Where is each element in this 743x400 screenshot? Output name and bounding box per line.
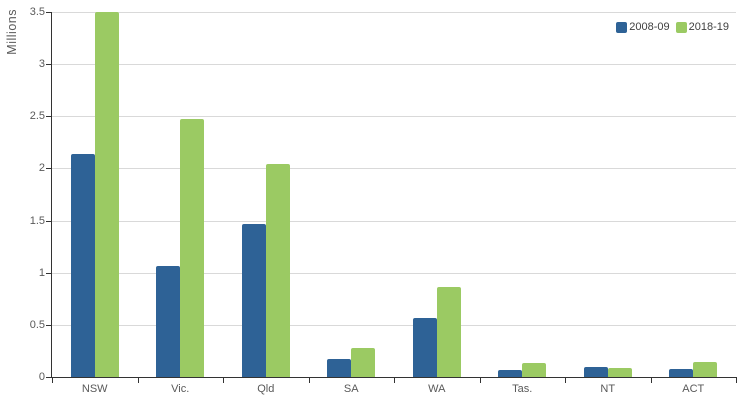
y-axis-tick xyxy=(46,220,51,222)
x-category-label: Vic. xyxy=(171,383,190,395)
y-tick-label: 3 xyxy=(38,58,45,71)
y-tick-label: 1 xyxy=(38,266,45,279)
y-tick-label: 0 xyxy=(38,371,45,383)
bar-2008-09-Vic. xyxy=(156,266,181,377)
gridline xyxy=(52,12,736,13)
legend-item-2008-09: 2008-09 xyxy=(616,21,670,33)
y-tick-label: 2 xyxy=(38,162,45,175)
x-category-label: WA xyxy=(428,383,446,395)
x-axis-tick xyxy=(52,378,53,383)
gridline xyxy=(52,168,736,170)
gridline xyxy=(52,324,736,326)
x-category-label: SA xyxy=(343,383,359,395)
legend-swatch-2008-09 xyxy=(616,21,628,33)
plot-area xyxy=(52,12,736,377)
gridline xyxy=(52,64,736,66)
bar-2018-19-NSW xyxy=(94,12,119,377)
x-axis-tick xyxy=(650,378,652,383)
bar-2018-19-Qld xyxy=(265,164,290,377)
bar-2008-09-Qld xyxy=(241,223,266,377)
x-category-label: Qld xyxy=(257,383,275,395)
y-axis-tick xyxy=(46,377,51,378)
gridline xyxy=(52,272,736,274)
y-tick-label: 3.5 xyxy=(29,6,45,18)
bar-2008-09-ACT xyxy=(669,368,694,377)
bar-2008-09-SA xyxy=(327,359,352,377)
y-axis-tick xyxy=(46,64,51,66)
bar-2018-19-SA xyxy=(351,347,376,377)
x-axis-tick xyxy=(308,378,310,383)
x-category-label: Tas. xyxy=(512,383,533,395)
y-axis-tick xyxy=(46,324,51,326)
x-axis-line xyxy=(51,377,737,378)
bar-2008-09-WA xyxy=(412,317,437,377)
bar-2008-09-Tas. xyxy=(498,369,523,377)
y-tick-label: 2.5 xyxy=(29,110,45,123)
bar-2018-19-Vic. xyxy=(180,119,205,377)
y-tick-label: 1.5 xyxy=(29,214,45,227)
x-axis-tick xyxy=(736,378,737,383)
gridline xyxy=(52,116,736,118)
x-axis-tick xyxy=(394,378,395,383)
bar-2018-19-ACT xyxy=(693,362,718,377)
y-tick-label: 0.5 xyxy=(29,318,45,331)
y-axis-tick xyxy=(46,168,51,170)
x-category-label: ACT xyxy=(682,383,705,395)
x-axis-tick xyxy=(223,378,224,383)
x-axis-tick xyxy=(479,378,481,383)
x-category-label: NT xyxy=(600,383,616,395)
gridline xyxy=(52,220,736,222)
y-axis-tick xyxy=(46,272,51,274)
bar-2018-19-Tas. xyxy=(522,363,547,377)
legend-item-2018-19: 2018-19 xyxy=(675,21,729,33)
legend-label: 2018-19 xyxy=(688,21,729,33)
legend-swatch-2018-19 xyxy=(675,21,687,33)
bar-2008-09-NT xyxy=(583,366,608,377)
x-category-label: NSW xyxy=(81,383,108,395)
bar-2018-19-NT xyxy=(607,367,632,377)
bar-2018-19-WA xyxy=(436,287,461,377)
legend-label: 2008-09 xyxy=(629,21,670,33)
y-axis-line xyxy=(51,12,52,378)
x-axis-tick xyxy=(565,378,566,383)
y-axis-tick xyxy=(46,116,51,118)
bar-2008-09-NSW xyxy=(70,153,95,377)
y-axis-tick xyxy=(46,12,51,13)
legend: 2008-09 2018-19 xyxy=(616,21,729,33)
x-axis-tick xyxy=(137,378,139,383)
